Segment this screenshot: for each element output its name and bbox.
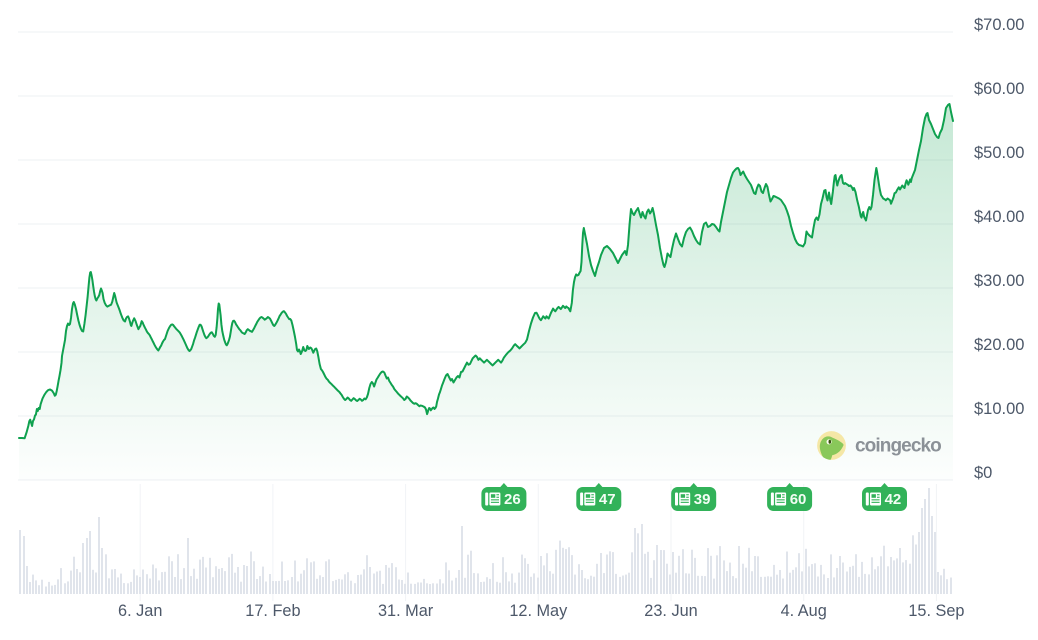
svg-text:39: 39 — [694, 491, 711, 508]
svg-text:$0: $0 — [974, 464, 992, 482]
svg-text:$10.00: $10.00 — [974, 400, 1024, 418]
svg-text:15. Sep: 15. Sep — [908, 602, 964, 620]
svg-text:coingecko: coingecko — [855, 436, 941, 457]
svg-text:47: 47 — [599, 491, 616, 508]
svg-text:$20.00: $20.00 — [974, 336, 1024, 354]
svg-text:6. Jan: 6. Jan — [118, 602, 162, 620]
svg-text:60: 60 — [790, 491, 807, 508]
svg-text:12. May: 12. May — [509, 602, 568, 620]
svg-text:42: 42 — [885, 491, 902, 508]
svg-text:$70.00: $70.00 — [974, 16, 1024, 34]
svg-text:4. Aug: 4. Aug — [781, 602, 827, 620]
svg-text:26: 26 — [504, 491, 521, 508]
svg-text:17. Feb: 17. Feb — [245, 602, 300, 620]
svg-text:$60.00: $60.00 — [974, 80, 1024, 98]
svg-text:$40.00: $40.00 — [974, 208, 1024, 226]
svg-text:$30.00: $30.00 — [974, 272, 1024, 290]
svg-text:23. Jun: 23. Jun — [644, 602, 697, 620]
svg-text:$50.00: $50.00 — [974, 144, 1024, 162]
svg-text:31. Mar: 31. Mar — [378, 602, 434, 620]
